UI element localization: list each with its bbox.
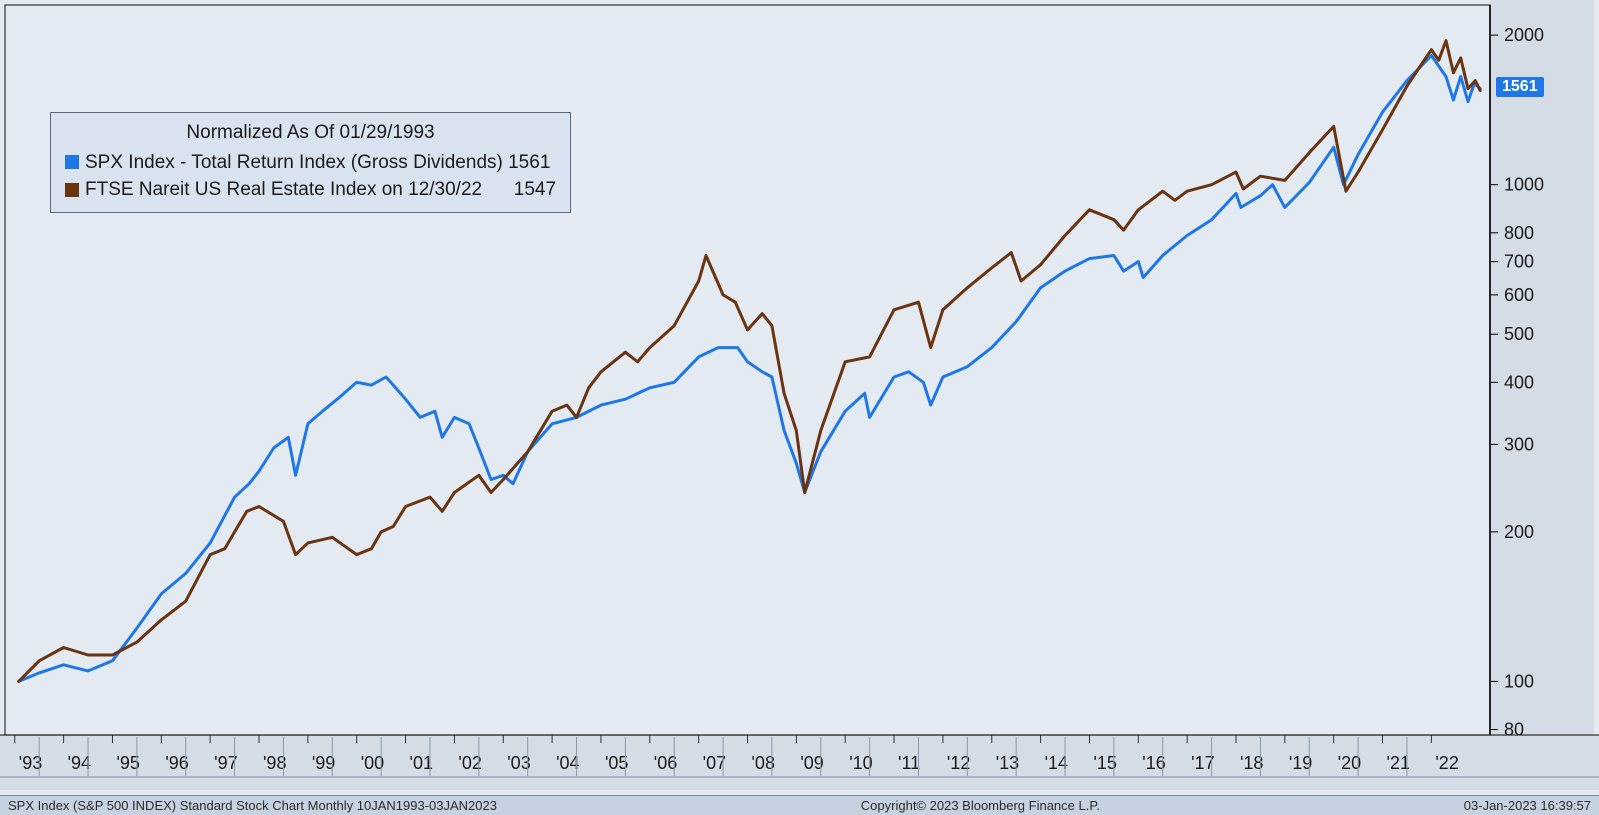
legend-label: FTSE Nareit US Real Estate Index on 12/3… [85,176,556,204]
legend-label: SPX Index - Total Return Index (Gross Di… [85,149,550,177]
svg-text:1000: 1000 [1504,175,1544,195]
svg-text:700: 700 [1504,252,1534,272]
footer-left: SPX Index (S&P 500 INDEX) Standard Stock… [8,798,497,813]
svg-text:'22: '22 [1435,753,1458,773]
value-tag: 1561 [1496,77,1544,97]
legend-swatch [65,183,79,197]
legend-item: FTSE Nareit US Real Estate Index on 12/3… [65,176,556,204]
legend-swatch [65,155,79,169]
svg-text:300: 300 [1504,434,1534,454]
chart-container: 8010020030040050060070080010002000'93'94… [0,0,1599,815]
legend-item: SPX Index - Total Return Index (Gross Di… [65,149,556,177]
footer-bar: SPX Index (S&P 500 INDEX) Standard Stock… [0,795,1599,815]
svg-text:400: 400 [1504,372,1534,392]
svg-text:2000: 2000 [1504,25,1544,45]
svg-text:80: 80 [1504,720,1524,740]
footer-right: 03-Jan-2023 16:39:57 [1464,798,1591,813]
svg-text:500: 500 [1504,324,1534,344]
svg-text:600: 600 [1504,285,1534,305]
footer-center: Copyright© 2023 Bloomberg Finance L.P. [497,798,1464,813]
svg-text:100: 100 [1504,671,1534,691]
svg-text:800: 800 [1504,223,1534,243]
svg-text:'11: '11 [898,753,920,773]
svg-text:200: 200 [1504,522,1534,542]
legend-box: Normalized As Of 01/29/1993 SPX Index - … [50,112,571,213]
legend-title: Normalized As Of 01/29/1993 [65,119,556,149]
